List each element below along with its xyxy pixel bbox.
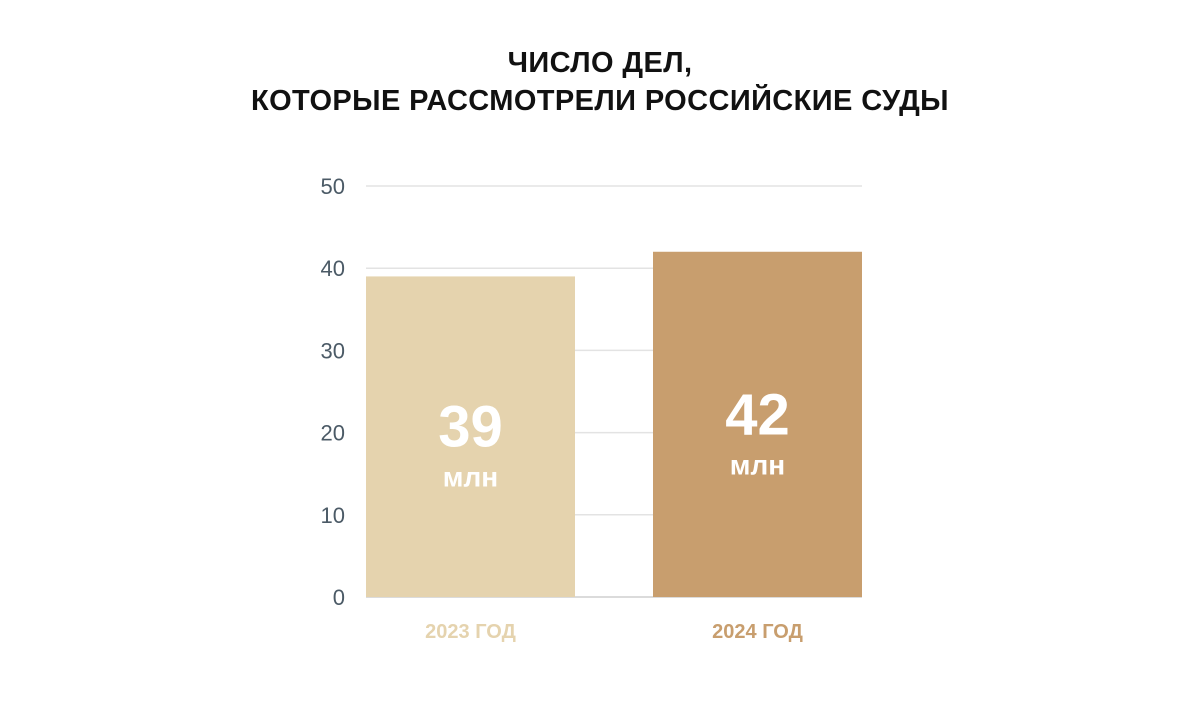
x-category-label-1: 2023 ГОД xyxy=(425,621,516,643)
y-axis-ticks: 0 10 20 30 40 50 xyxy=(321,174,345,610)
y-tick-label-10: 10 xyxy=(321,503,345,528)
x-category-label-2: 2024 ГОД xyxy=(712,621,803,643)
chart-title-line-1: ЧИСЛО ДЕЛ, xyxy=(507,47,693,79)
data-label-unit-1: млн xyxy=(443,462,498,493)
chart-title-line-2: КОТОРЫЕ РАССМОТРЕЛИ РОССИЙСКИЕ СУДЫ xyxy=(251,85,949,117)
bar-1 xyxy=(366,276,575,597)
y-tick-label-30: 30 xyxy=(321,338,345,363)
data-label-value-1: 39 xyxy=(438,395,503,460)
chart-title: ЧИСЛО ДЕЛ, КОТОРЫЕ РАССМОТРЕЛИ РОССИЙСКИ… xyxy=(0,44,1200,120)
y-tick-label-20: 20 xyxy=(321,421,345,446)
y-tick-label-0: 0 xyxy=(333,585,345,610)
bars xyxy=(366,251,862,597)
x-axis-categories: 2023 ГОД 2024 ГОД xyxy=(425,621,803,643)
data-label-unit-2: млн xyxy=(730,449,785,480)
data-label-value-2: 42 xyxy=(725,382,790,447)
bar-2 xyxy=(653,251,862,597)
y-tick-label-40: 40 xyxy=(321,256,345,281)
y-tick-label-50: 50 xyxy=(321,174,345,199)
